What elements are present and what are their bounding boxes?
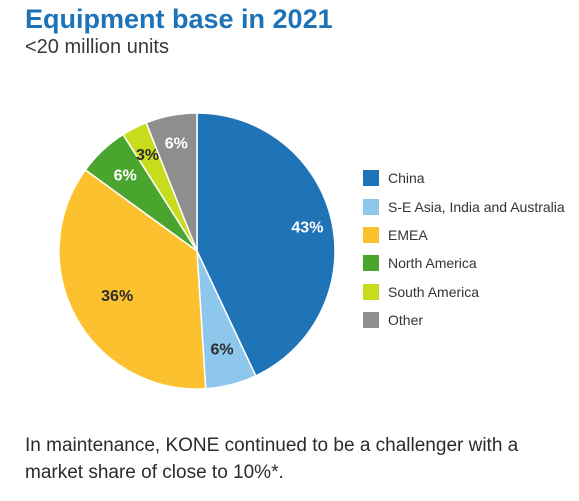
legend-swatch (363, 312, 379, 329)
legend-item-other: Other (363, 306, 565, 334)
chart-subtitle: <20 million units (25, 36, 169, 58)
legend-swatch (363, 226, 379, 243)
legend-label: South America (388, 283, 480, 300)
legend-item-north-america: North America (363, 249, 565, 277)
legend-item-south-america: South America (363, 278, 565, 306)
pie-slice-emea (58, 168, 207, 390)
legend-item-emea: EMEA (363, 221, 565, 249)
slice-label-south-america: 3% (136, 147, 159, 164)
pie-slice-china (196, 112, 336, 377)
footnote-text: In maintenance, KONE continued to be a c… (25, 435, 519, 483)
slice-label-china: 43% (291, 219, 323, 236)
slice-label-se-asia: 6% (210, 342, 233, 359)
legend-swatch (363, 283, 379, 300)
legend-swatch (363, 255, 379, 272)
legend-item-china: China (363, 164, 565, 192)
legend-label: EMEA (388, 226, 428, 243)
chart-title: Equipment base in 2021 (25, 4, 333, 34)
legend-label: North America (388, 255, 477, 272)
legend-label: Other (388, 312, 424, 329)
legend-label: China (388, 170, 425, 187)
slice-label-other: 6% (165, 136, 188, 153)
chart-legend: China S-E Asia, India and Australia EMEA No… (363, 164, 565, 334)
legend-label: S-E Asia, India and Australia (388, 198, 565, 215)
slice-label-north-america: 6% (114, 168, 137, 185)
legend-swatch (363, 198, 379, 215)
legend-swatch (363, 170, 379, 187)
slice-label-emea: 36% (101, 288, 133, 305)
pie-slice-other (145, 112, 198, 252)
legend-item-se-asia: S-E Asia, India and Australia (363, 192, 565, 220)
